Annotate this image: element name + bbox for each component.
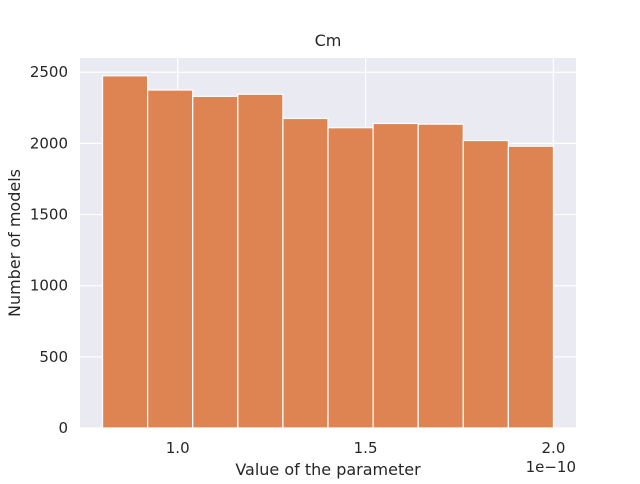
x-axis-offset-label: 1e−10 [526, 458, 576, 476]
y-axis-label: Number of models [5, 169, 24, 317]
x-axis-label: Value of the parameter [235, 460, 421, 479]
x-tick-label: 1.0 [166, 439, 190, 457]
y-tick-label: 1500 [30, 206, 68, 224]
y-tick-label: 500 [39, 348, 68, 366]
histogram-bar-10 [507, 145, 555, 429]
y-tick-label: 2500 [30, 63, 68, 81]
bars [101, 75, 555, 429]
tick-labels: 1.0 1.5 2.0 0 500 1000 1500 2000 2500 [30, 63, 566, 457]
histogram-bar-3 [192, 95, 239, 429]
histogram-bar-5 [282, 117, 329, 429]
x-tick-label: 2.0 [542, 439, 566, 457]
y-tick-label: 0 [58, 419, 68, 437]
histogram-bar-1 [101, 75, 149, 429]
y-tick-label: 1000 [30, 277, 68, 295]
histogram-bar-6 [327, 127, 374, 429]
histogram-bar-9 [462, 139, 509, 429]
histogram-bar-4 [237, 93, 284, 429]
histogram-bar-7 [372, 122, 419, 429]
histogram-bar-2 [147, 89, 194, 429]
y-tick-label: 2000 [30, 134, 68, 152]
x-tick-label: 1.5 [354, 439, 378, 457]
histogram-bar-8 [417, 123, 464, 429]
chart-title: Cm [315, 31, 342, 50]
